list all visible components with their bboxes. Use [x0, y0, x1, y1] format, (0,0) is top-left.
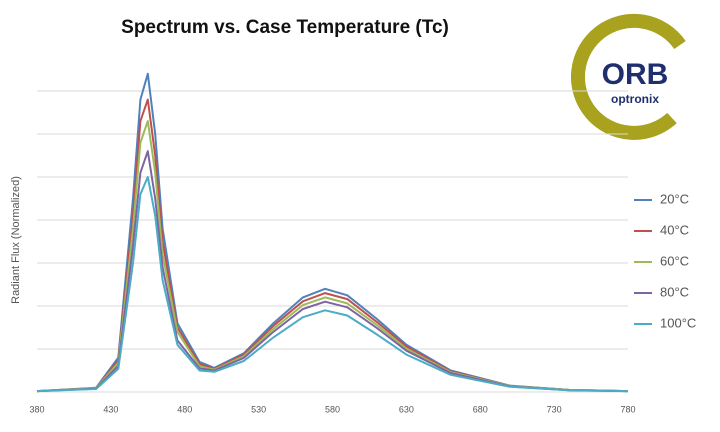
series-line	[36, 120, 629, 393]
y-axis-label: Radiant Flux (Normalized)	[10, 176, 22, 304]
legend-label: 80°C	[660, 284, 689, 299]
series-line	[36, 98, 629, 393]
x-tick-label: 680	[473, 404, 488, 414]
x-tick-label: 780	[620, 404, 635, 414]
x-tick-label: 630	[399, 404, 414, 414]
x-tick-label: 580	[325, 404, 340, 414]
series-line	[36, 176, 629, 393]
legend-label: 100°C	[660, 315, 696, 330]
chart-title: Spectrum vs. Case Temperature (Tc)	[121, 17, 449, 38]
legend-label: 40°C	[660, 222, 689, 237]
x-tick-label: 480	[177, 404, 192, 414]
logo-subtext: optronix	[611, 92, 659, 106]
x-tick-label: 430	[103, 404, 118, 414]
logo: ORB optronix	[570, 13, 686, 140]
logo-arc	[570, 13, 686, 140]
series-line	[36, 150, 629, 393]
x-tick-label: 530	[251, 404, 266, 414]
x-tick-label: 730	[547, 404, 562, 414]
legend-label: 60°C	[660, 253, 689, 268]
legend-label: 20°C	[660, 191, 689, 206]
logo-text: ORB	[602, 58, 669, 91]
x-tick-label: 380	[29, 404, 44, 414]
